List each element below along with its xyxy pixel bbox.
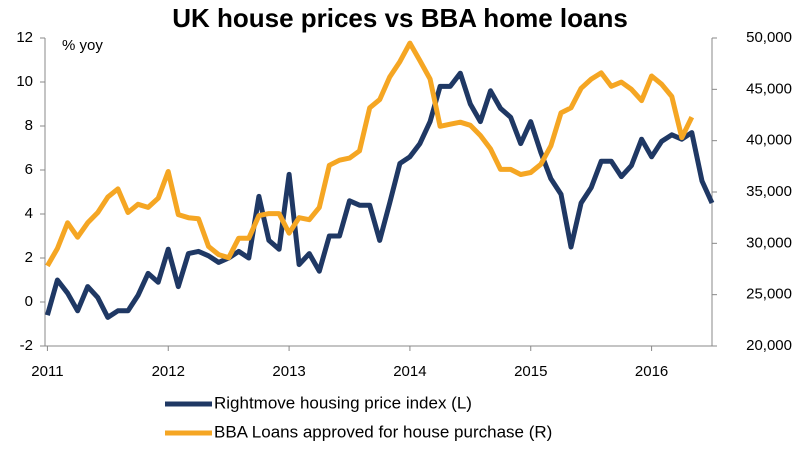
y-tick-label: 8	[25, 117, 33, 134]
chart-title: UK house prices vs BBA home loans	[172, 3, 628, 33]
x-tick-label: 2015	[514, 363, 547, 380]
y-axis-label: % yoy	[62, 37, 103, 54]
y2-tick-label: 50,000	[746, 29, 792, 46]
x-tick-label: 2013	[272, 363, 305, 380]
y2-tick-label: 40,000	[746, 132, 792, 149]
y-tick-label: 12	[16, 29, 33, 46]
legend-label: Rightmove housing price index (L)	[214, 393, 472, 412]
legend-label: BBA Loans approved for house purchase (R…	[214, 422, 552, 441]
x-tick-label: 2011	[31, 363, 63, 380]
y-tick-label: 2	[25, 249, 33, 266]
x-tick-label: 2012	[152, 363, 185, 380]
y-tick-label: -2	[20, 337, 33, 354]
y-tick-label: 6	[25, 161, 33, 178]
y-tick-label: 10	[16, 73, 33, 90]
y2-tick-label: 30,000	[746, 234, 792, 251]
y2-tick-label: 20,000	[746, 337, 792, 354]
y2-tick-label: 25,000	[746, 286, 792, 303]
y2-tick-label: 45,000	[746, 80, 792, 97]
x-tick-label: 2016	[635, 363, 668, 380]
x-tick-label: 2014	[393, 363, 426, 380]
y-tick-label: 4	[25, 205, 33, 222]
series-line	[45, 40, 695, 268]
y2-tick-label: 35,000	[746, 183, 792, 200]
y-tick-label: 0	[25, 293, 33, 310]
series-line	[44, 70, 715, 320]
